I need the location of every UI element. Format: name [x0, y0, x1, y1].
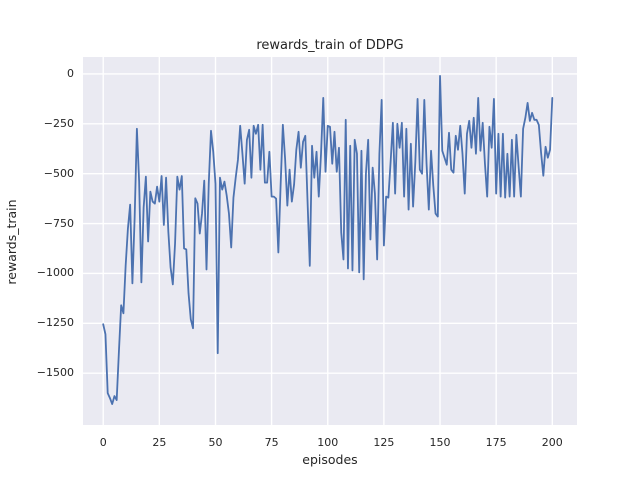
x-tick-label: 125: [373, 436, 395, 449]
y-tick-label: −1500: [36, 366, 74, 380]
x-tick-label: 150: [429, 436, 451, 449]
y-tick-label: −1250: [36, 316, 74, 330]
y-tick-label: −1000: [36, 266, 74, 280]
plot-area: [83, 57, 577, 425]
data-line-rewards_train: [102, 75, 554, 405]
x-tick-label: 25: [152, 436, 167, 449]
x-tick-label: 50: [208, 436, 223, 449]
x-axis-label: episodes: [302, 452, 358, 467]
x-tick-label: 75: [264, 436, 279, 449]
x-tick-label: 0: [99, 436, 107, 449]
y-tick-label: −250: [43, 116, 74, 130]
y-tick-label: −750: [43, 216, 74, 230]
chart-title: rewards_train of DDPG: [256, 38, 404, 53]
y-tick-label: −500: [43, 166, 74, 180]
line-chart-canvas: [83, 57, 577, 425]
x-tick-label: 175: [485, 436, 507, 449]
x-tick-label: 100: [317, 436, 339, 449]
y-tick-label: 0: [67, 66, 74, 80]
x-tick-label: 200: [541, 436, 563, 449]
